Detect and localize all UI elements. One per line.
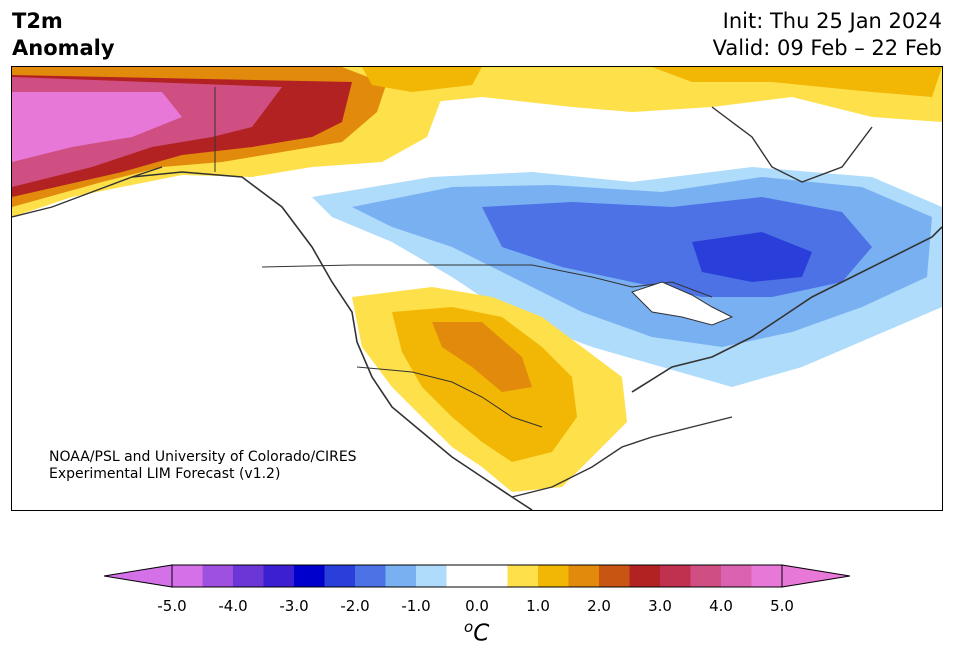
colorbar-segment (690, 565, 722, 587)
colorbar-tick-label: -4.0 (218, 597, 248, 615)
colorbar-segment (660, 565, 691, 587)
colorbar-segment (477, 565, 508, 587)
credit-line-2: Experimental LIM Forecast (v1.2) (49, 466, 281, 482)
colorbar-tick-label: 0.0 (465, 597, 489, 615)
great-lakes (631, 281, 734, 326)
alaska-pink-core (12, 92, 182, 162)
init-date: Init: Thu 25 Jan 2024 (722, 9, 942, 33)
colorbar-segment (507, 565, 539, 587)
colorbar-tick-label: -2.0 (340, 597, 370, 615)
colorbar-tick-label: 1.0 (526, 597, 550, 615)
title-type: Anomaly (12, 36, 115, 60)
gulf-coast (511, 416, 733, 498)
arctic-gold-east (652, 67, 942, 97)
colorbar-segment (324, 565, 356, 587)
map-canvas (12, 67, 942, 510)
colorbar-tick-label: -5.0 (157, 597, 187, 615)
us-canada-border (261, 264, 713, 298)
cold-royal-core (692, 232, 812, 282)
coastline-west (131, 171, 533, 510)
map-title: T2m Anomaly (12, 8, 115, 62)
colorbar-tick-label: 2.0 (587, 597, 611, 615)
unit-symbol: C (473, 620, 490, 647)
colorbar-segment (751, 565, 783, 587)
colorbar-extend-max (781, 564, 850, 588)
credit-line-1: NOAA/PSL and University of Colorado/CIRE… (49, 449, 357, 465)
colorbar-segment (263, 565, 295, 587)
colorbar-segment (172, 565, 203, 587)
colorbar-segment (294, 565, 325, 587)
colorbar (104, 564, 850, 588)
hudson-bay-coast (711, 106, 873, 183)
colorbar-segment (385, 565, 417, 587)
colorbar-segment (446, 565, 478, 587)
colorbar-tick-label: 4.0 (709, 597, 733, 615)
colorbar-unit: oC (464, 618, 489, 647)
southwest-orange-core (432, 322, 532, 392)
hudson-white-area (712, 99, 912, 167)
colorbar-extend-min (104, 564, 173, 588)
colorbar-tick-label: 5.0 (770, 597, 794, 615)
forecast-dates: Init: Thu 25 Jan 2024 Valid: 09 Feb – 22… (713, 8, 942, 62)
colorbar-tick-label: 3.0 (648, 597, 672, 615)
colorbar-segment (568, 565, 600, 587)
colorbar-segment (629, 565, 661, 587)
arctic-gold-band (362, 67, 482, 92)
valid-range: Valid: 09 Feb – 22 Feb (712, 36, 942, 60)
colorbar-tick-label: -3.0 (279, 597, 309, 615)
alaska-coast (12, 166, 163, 218)
colorbar-segment (202, 565, 234, 587)
colorbar-segment (233, 565, 264, 587)
unit-degree: o (464, 618, 474, 636)
colorbar-segment (416, 565, 447, 587)
colorbar-segment (599, 565, 630, 587)
us-mexico-border (356, 366, 543, 428)
colorbar-tick-label: -1.0 (401, 597, 431, 615)
coastline-east (631, 226, 942, 393)
colorbar-segment (355, 565, 386, 587)
colorbar-outline (171, 564, 783, 588)
title-variable: T2m (12, 9, 63, 33)
colorbar-segment (538, 565, 569, 587)
data-credit: NOAA/PSL and University of Colorado/CIRE… (49, 449, 357, 483)
colorbar-segment (721, 565, 752, 587)
anomaly-map (11, 66, 943, 511)
